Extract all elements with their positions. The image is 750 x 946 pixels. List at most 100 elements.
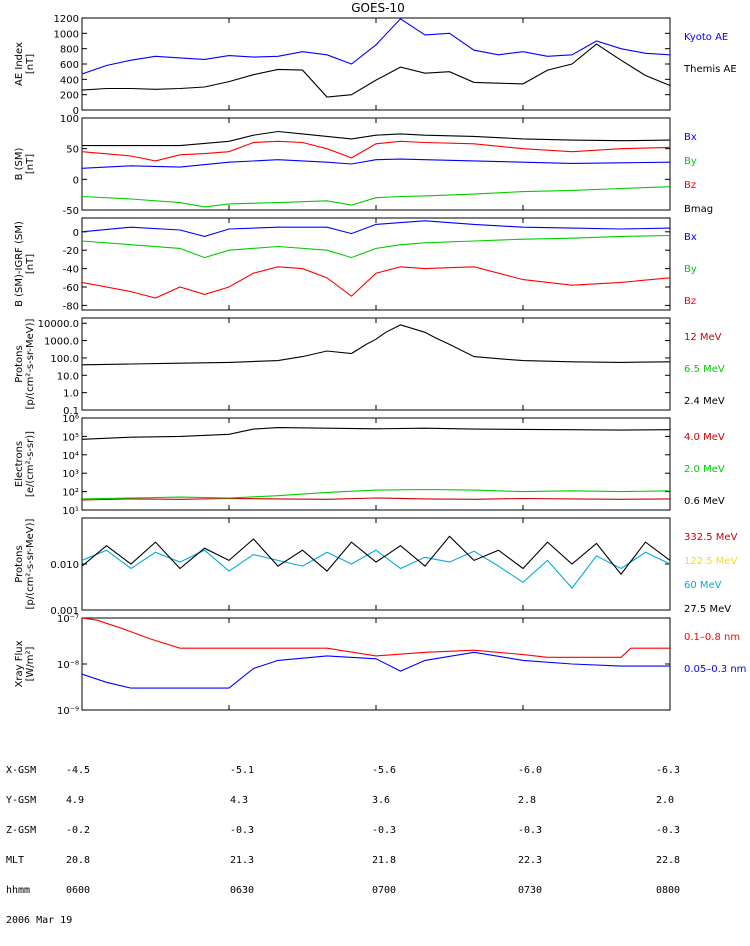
series-line-bz bbox=[82, 140, 670, 162]
series-line-2-0-mev bbox=[82, 488, 670, 500]
y-tick-label: 10⁻⁸ bbox=[57, 660, 79, 671]
y-tick-label: -20 bbox=[63, 246, 79, 257]
y-axis-label: Electrons bbox=[14, 441, 25, 487]
y-tick-label: 10⁴ bbox=[62, 451, 79, 462]
y-tick-label: 1000 bbox=[54, 29, 79, 40]
x-gsm-value-4: -6.3 bbox=[656, 765, 681, 776]
legend-label: Bx bbox=[684, 132, 697, 143]
series-line-bx bbox=[82, 220, 670, 237]
y-tick-label: -40 bbox=[63, 265, 79, 276]
hhmm-value-1: 0630 bbox=[230, 885, 255, 896]
series-line-4-0-mev bbox=[82, 497, 670, 501]
y-axis-label: Protons bbox=[14, 545, 25, 582]
series-line-bx bbox=[82, 158, 670, 169]
z-gsm-label: Z-GSM bbox=[6, 825, 37, 836]
plot-title: GOES-10 bbox=[351, 1, 405, 15]
y-axis-label: [W/m²] bbox=[25, 646, 36, 681]
y-gsm-value-1: 4.3 bbox=[230, 795, 249, 806]
panel-4: 10¹ 10² 10³ 10⁴ 10⁵ 10⁶ Electrons [e/(cm²-s-sr)… bbox=[14, 414, 725, 517]
y-gsm-value-0: 4.9 bbox=[66, 795, 85, 806]
y-gsm-value-3: 2.8 bbox=[518, 795, 537, 806]
series-line-0-05-0-3-nm bbox=[82, 651, 670, 689]
series-line-0-1-0-8-nm bbox=[82, 618, 670, 658]
legend-label: 2.4 MeV bbox=[684, 396, 725, 407]
y-tick-label: -50 bbox=[63, 206, 79, 217]
y-tick-label: 10¹ bbox=[62, 506, 79, 517]
y-tick-label: 10⁻⁷ bbox=[57, 614, 79, 625]
panel-frame bbox=[81, 517, 671, 611]
y-tick-label: 10⁻⁹ bbox=[57, 706, 79, 717]
series-line-kyoto-ae bbox=[82, 18, 670, 75]
y-axis-label: Protons bbox=[14, 345, 25, 382]
y-axis-label: AE Index bbox=[14, 42, 25, 86]
y-tick-label: 1200 bbox=[54, 14, 79, 25]
y-axis-label: [nT] bbox=[25, 54, 36, 74]
y-axis-label: Xray Flux bbox=[14, 640, 25, 687]
series-line-by bbox=[82, 186, 670, 208]
panel-2: -80 -60 -40 -20 0 B (SM)-IGRF (SM) [nT] Bx By Bz bbox=[14, 217, 697, 312]
y-tick-label: -60 bbox=[63, 283, 79, 294]
legend-label: By bbox=[684, 264, 697, 275]
y-tick-label: 10⁵ bbox=[62, 432, 79, 443]
mlt-value-4: 22.8 bbox=[656, 855, 681, 866]
series-line-bmag bbox=[82, 130, 670, 147]
series-line-bz bbox=[82, 266, 670, 299]
legend-label: Kyoto AE bbox=[684, 32, 728, 43]
legend-label: 4.0 MeV bbox=[684, 432, 725, 443]
z-gsm-value-2: -0.3 bbox=[372, 825, 397, 836]
hhmm-value-2: 0700 bbox=[372, 885, 397, 896]
legend-label: 6.5 MeV bbox=[684, 364, 725, 375]
z-gsm-value-1: -0.3 bbox=[230, 825, 255, 836]
y-tick-label: 0.1 bbox=[63, 406, 79, 417]
hhmm-label: hhmm bbox=[6, 885, 31, 896]
series-line-60-mev bbox=[82, 549, 670, 589]
y-tick-label: 50 bbox=[66, 145, 79, 156]
y-tick-label: 10000.0 bbox=[38, 319, 79, 330]
mlt-value-0: 20.8 bbox=[66, 855, 91, 866]
hhmm-value-4: 0800 bbox=[656, 885, 681, 896]
y-gsm-value-4: 2.0 bbox=[656, 795, 675, 806]
y-tick-label: 0 bbox=[73, 175, 79, 186]
panel-frame bbox=[81, 317, 671, 411]
mlt-value-2: 21.8 bbox=[372, 855, 397, 866]
panel-frame bbox=[81, 417, 671, 511]
y-tick-label: 100.0 bbox=[50, 354, 79, 365]
y-tick-label: 400 bbox=[60, 75, 79, 86]
mlt-label: MLT bbox=[6, 855, 25, 866]
y-gsm-label: Y-GSM bbox=[6, 795, 37, 806]
legend-label: 12 MeV bbox=[684, 332, 722, 343]
series-line-2-4-mev bbox=[82, 324, 670, 366]
y-tick-label: 0.010 bbox=[50, 560, 79, 571]
y-tick-label: 0.001 bbox=[50, 606, 79, 617]
y-axis-label: [e/(cm²-s-sr)] bbox=[25, 431, 36, 497]
hhmm-value-3: 0730 bbox=[518, 885, 543, 896]
legend-label: Bz bbox=[684, 180, 696, 191]
y-tick-label: 100 bbox=[60, 114, 79, 125]
legend-label: Bx bbox=[684, 232, 697, 243]
y-tick-label: 0 bbox=[73, 106, 79, 117]
y-axis-label: B (SM) bbox=[14, 147, 25, 180]
legend-label: 332.5 MeV bbox=[684, 532, 738, 543]
legend-label: Themis AE bbox=[683, 64, 737, 75]
legend-label: 27.5 MeV bbox=[684, 604, 731, 615]
legend-label: 122.5 MeV bbox=[684, 556, 738, 567]
panel-frame bbox=[81, 17, 671, 111]
panel-5: 0.001 0.010 Protons [p/(cm²-s-sr-MeV)] 332.5… bbox=[14, 517, 738, 617]
panel-3: 0.1 1.0 10.0 100.0 1000.0 10000.0 Protons [p/(c… bbox=[14, 317, 725, 417]
y-axis-label: [p/(cm²-s-sr-MeV)] bbox=[25, 318, 36, 409]
legend-label: Bz bbox=[684, 296, 696, 307]
z-gsm-value-0: -0.2 bbox=[66, 825, 91, 836]
legend-label: 2.0 MeV bbox=[684, 464, 725, 475]
panel-frame bbox=[81, 217, 671, 311]
panel-0: 0 200 400 600 800 1000 1200 AE Index [nT] Kyoto A… bbox=[14, 14, 737, 117]
z-gsm-value-3: -0.3 bbox=[518, 825, 543, 836]
y-tick-label: 800 bbox=[60, 45, 79, 56]
y-tick-label: 10.0 bbox=[57, 371, 79, 382]
x-gsm-label: X-GSM bbox=[6, 765, 37, 776]
panel-6: 10⁻⁹ 10⁻⁸ 10⁻⁷ Xray Flux [W/m²] 0.1–0.8 nm 0.0… bbox=[14, 614, 746, 717]
y-axis-label: [nT] bbox=[25, 254, 36, 274]
y-tick-label: -80 bbox=[63, 301, 79, 312]
legend-label: 0.1–0.8 nm bbox=[684, 632, 740, 643]
